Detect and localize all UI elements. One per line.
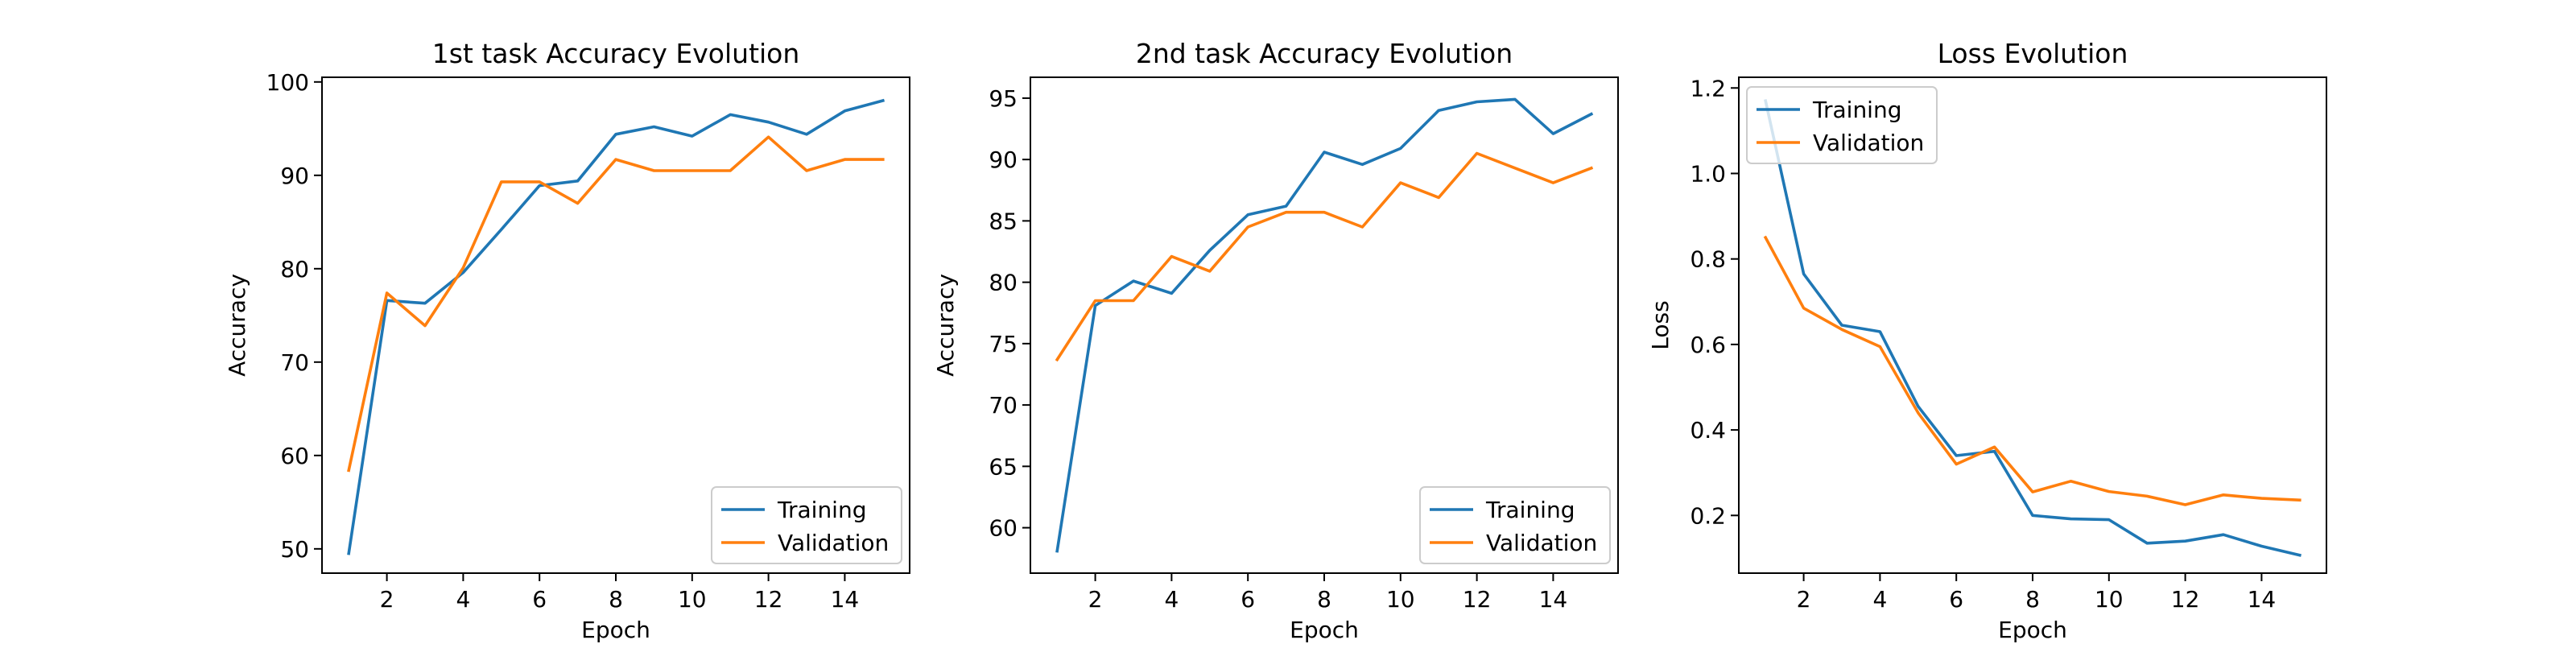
x-tick-label: 2 [380, 586, 394, 613]
y-axis-label: Loss [1647, 300, 1674, 349]
x-tick-label: 2 [1797, 586, 1811, 613]
x-tick-label: 14 [2248, 586, 2277, 613]
y-tick-label: 75 [989, 331, 1018, 357]
x-tick-label: 8 [1317, 586, 1331, 613]
legend-box [711, 486, 902, 564]
y-tick-label: 0.6 [1690, 332, 1726, 358]
x-tick-label: 14 [1539, 586, 1568, 613]
y-axis-label: Accuracy [932, 274, 959, 377]
legend-label-validation: Validation [1813, 130, 1924, 156]
y-tick-label: 80 [280, 256, 309, 283]
series-line-validation [1763, 235, 2301, 506]
x-tick-label: 6 [532, 586, 547, 613]
x-tick-label: 2 [1088, 586, 1103, 613]
y-tick-label: 65 [989, 453, 1018, 480]
chart-title: 1st task Accuracy Evolution [432, 38, 800, 69]
y-tick-label: 80 [989, 270, 1018, 296]
x-tick-label: 8 [2025, 586, 2040, 613]
y-tick-label: 1.2 [1690, 75, 1726, 101]
x-tick-label: 12 [1463, 586, 1492, 613]
legend-label-validation: Validation [1486, 530, 1597, 556]
plot-frame [1738, 76, 2327, 574]
legend-box [1419, 486, 1611, 564]
x-tick-label: 6 [1241, 586, 1255, 613]
chart-title: 2nd task Accuracy Evolution [1136, 38, 1513, 69]
x-tick-label: 4 [1164, 586, 1179, 613]
series-line-training [347, 98, 886, 555]
legend-label-training: Training [777, 497, 866, 523]
y-axis-label: Accuracy [224, 274, 250, 377]
legend-label-training: Training [1485, 497, 1575, 523]
y-tick-label: 0.8 [1690, 246, 1726, 273]
series-line-training [1764, 99, 2301, 557]
y-tick-label: 1.0 [1690, 160, 1726, 187]
y-tick-label: 90 [280, 163, 309, 189]
x-axis-label: Epoch [1998, 617, 2067, 643]
x-tick-label: 14 [831, 586, 860, 613]
x-tick-label: 12 [754, 586, 783, 613]
series-line-validation [1055, 151, 1594, 362]
x-axis-label: Epoch [581, 617, 650, 643]
y-tick-label: 70 [280, 349, 309, 376]
plot-frame [321, 76, 910, 574]
legend-label-training: Training [1812, 97, 1901, 123]
plot-frame [1030, 76, 1619, 574]
y-tick-label: 95 [989, 85, 1018, 112]
y-tick-label: 60 [280, 443, 309, 469]
x-tick-label: 10 [1386, 586, 1415, 613]
x-tick-label: 8 [609, 586, 623, 613]
x-tick-label: 10 [678, 586, 707, 613]
legend-box [1746, 86, 1938, 164]
y-tick-label: 85 [989, 208, 1018, 234]
y-tick-label: 0.2 [1690, 502, 1726, 529]
chart-title: Loss Evolution [1938, 38, 2128, 69]
x-tick-label: 4 [1872, 586, 1887, 613]
legend-label-validation: Validation [778, 530, 889, 556]
x-tick-label: 6 [1949, 586, 1963, 613]
x-axis-label: Epoch [1290, 617, 1359, 643]
x-tick-label: 10 [2095, 586, 2124, 613]
x-tick-label: 12 [2171, 586, 2200, 613]
series-line-validation [347, 135, 885, 473]
y-tick-label: 0.4 [1690, 417, 1726, 444]
x-tick-label: 4 [456, 586, 470, 613]
y-tick-label: 90 [989, 147, 1018, 173]
y-tick-label: 70 [989, 392, 1018, 419]
y-tick-label: 60 [989, 515, 1018, 542]
y-tick-label: 100 [266, 69, 309, 96]
y-tick-label: 50 [280, 536, 309, 563]
